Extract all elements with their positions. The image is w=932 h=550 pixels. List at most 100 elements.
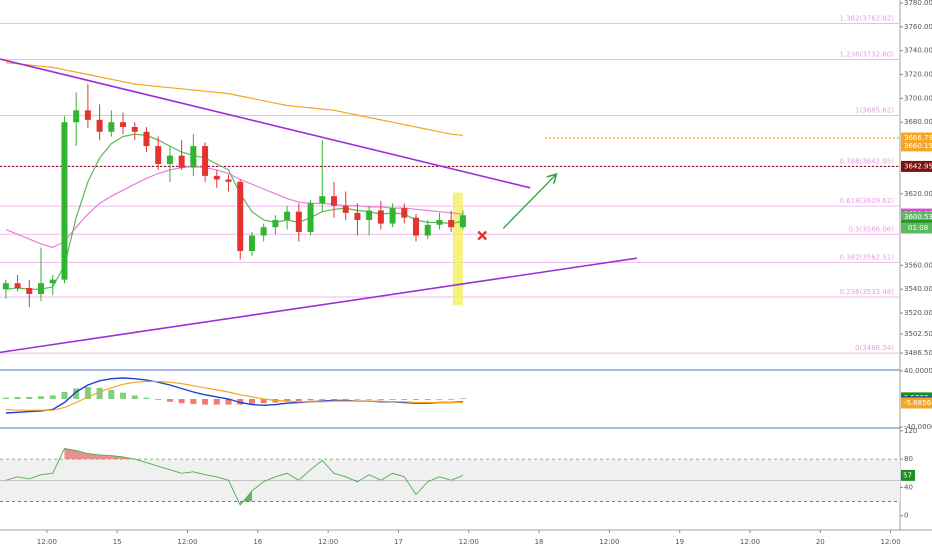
macd-histogram-bar (73, 388, 80, 399)
candle-body (73, 110, 80, 123)
macd-histogram-bar (319, 399, 326, 400)
candle-body (166, 155, 173, 164)
price-badge (901, 211, 932, 223)
candle-body (26, 287, 33, 294)
y-tick-label: 80 (904, 455, 913, 463)
fib-label: 0.5(3586.06) (848, 225, 894, 233)
moving-average (5, 133, 464, 290)
candle-body (342, 205, 349, 213)
macd-histogram-bar (14, 396, 21, 399)
candle-body (61, 122, 68, 280)
candle-body (389, 208, 396, 224)
candle-body (38, 283, 45, 294)
fib-label: 0(3486.34) (855, 344, 894, 352)
x-tick-label: 12:00 (177, 538, 197, 546)
x-tick-label: 17 (394, 538, 403, 546)
trendline (0, 257, 638, 354)
macd-histogram-bar (202, 399, 209, 405)
y-tick-label: 3502.50 (904, 330, 932, 338)
y-tick-label: 40.0000 (904, 367, 932, 375)
candle-body (354, 212, 361, 221)
y-tick-label: 0 (904, 512, 908, 520)
annotation-arrow (502, 175, 555, 229)
candle-body (459, 215, 466, 228)
macd-histogram-bar (342, 399, 349, 400)
highlight-box (452, 192, 463, 306)
macd-histogram-bar (330, 399, 337, 400)
macd-histogram-bar (436, 399, 443, 400)
macd-histogram-bar (2, 397, 9, 399)
cross-marker (477, 230, 488, 241)
candle-body (401, 208, 408, 218)
candle-body (260, 227, 267, 236)
macd-histogram-bar (401, 399, 408, 400)
price-badge (901, 132, 932, 144)
macd-histogram-bar (413, 399, 420, 400)
macd-histogram-bar (424, 399, 431, 400)
rsi-badge-label: 57 (903, 471, 912, 479)
macd-histogram-bar (61, 391, 68, 399)
fib-label: 1.236(3732.60) (840, 51, 895, 59)
macd-histogram-bar (459, 398, 466, 400)
macd-histogram-bar (366, 399, 373, 400)
y-tick-label: 3760.00 (904, 23, 932, 31)
macd-histogram-bar (84, 387, 91, 399)
candle-body (225, 179, 232, 182)
candle-body (143, 131, 150, 147)
macd-histogram-bar (284, 399, 291, 402)
candle-body (96, 119, 103, 132)
fib-label: 0.236(3533.48) (840, 288, 895, 296)
candle-body (330, 196, 337, 206)
x-tick-label: 12:00 (881, 538, 901, 546)
y-tick-label: 40 (904, 483, 913, 491)
candle-body (237, 181, 244, 252)
macd-histogram-bar (108, 389, 115, 399)
y-tick-label: -40.0000 (904, 423, 932, 431)
candle-body (307, 203, 314, 232)
macd-histogram-bar (38, 396, 45, 399)
macd-histogram-bar (389, 399, 396, 400)
x-tick-label: 12:00 (37, 538, 57, 546)
macd-histogram-bar (178, 399, 185, 404)
y-tick-label: 3700.00 (904, 94, 932, 102)
x-tick-label: 12:00 (740, 538, 760, 546)
candle-body (14, 283, 21, 288)
rsi-line (5, 447, 464, 506)
y-tick-label: 3560.00 (904, 261, 932, 269)
macd-histogram-bar (166, 399, 173, 402)
x-tick-label: 16 (253, 538, 262, 546)
x-tick-label: 19 (675, 538, 684, 546)
x-tick-label: 12:00 (599, 538, 619, 546)
moving-average (5, 165, 463, 249)
x-tick-label: 12:00 (318, 538, 338, 546)
candle-body (108, 122, 115, 132)
macd-histogram-bar (213, 399, 220, 405)
candle-body (202, 146, 209, 176)
candle-body (413, 217, 420, 236)
macd-histogram-bar (190, 399, 197, 404)
candle-body (120, 122, 127, 128)
macd-histogram-bar (295, 399, 302, 402)
x-tick-label: 15 (113, 538, 122, 546)
candle-body (366, 210, 373, 221)
fib-label: 0.618(3609.62) (840, 197, 895, 205)
price-badge (901, 140, 932, 152)
y-tick-label: 3540.00 (904, 285, 932, 293)
macd-histogram-bar (26, 396, 33, 399)
y-tick-label: 3620.00 (904, 190, 932, 198)
y-tick-label: 3520.00 (904, 309, 932, 317)
candle-body (448, 220, 455, 228)
candle-body (190, 146, 197, 168)
macd-histogram-bar (120, 392, 127, 399)
macd-histogram-bar (448, 399, 455, 400)
fib-label: 0.382(3562.51) (840, 253, 895, 261)
candle-body (319, 196, 326, 204)
macd-histogram-bar (248, 399, 255, 404)
x-tick-label: 18 (535, 538, 544, 546)
candle-body (131, 127, 138, 132)
candle-body (178, 155, 185, 168)
macd-histogram-bar (155, 399, 162, 400)
candle-body (248, 235, 255, 252)
candle-body (295, 211, 302, 232)
